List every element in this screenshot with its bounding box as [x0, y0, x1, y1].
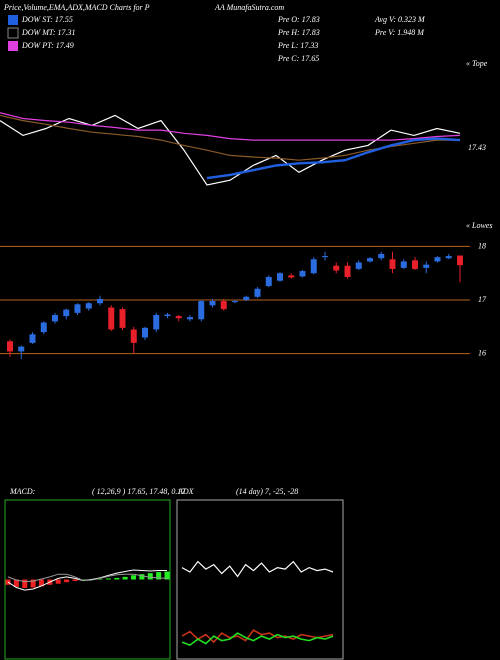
histogram-bar [105, 578, 111, 580]
candle-body [333, 265, 340, 271]
candle-body [40, 322, 47, 333]
line-series [181, 629, 334, 644]
candle-body [423, 264, 430, 268]
histogram-bar [97, 578, 103, 580]
candle-body [378, 253, 385, 259]
stat: Pre O: 17.83 [277, 15, 320, 24]
candle-body [175, 316, 182, 319]
candle-body [434, 257, 441, 262]
line-series [7, 573, 168, 583]
stat: Avg V: 0.323 M [374, 15, 426, 24]
candle-body [198, 301, 205, 320]
candle-body [153, 315, 160, 330]
histogram-bar [139, 574, 145, 580]
end-value-label: 17.43 [468, 143, 486, 152]
histogram-bar [55, 579, 61, 584]
y-tick-label: 16 [478, 348, 486, 357]
y-tick-label: 17 [478, 295, 487, 304]
candle-body [400, 261, 407, 268]
panel-subtitle: ( 12,26,9 ) 17.65, 17.48, 0.17 [92, 487, 186, 496]
stat: Pre H: 17.83 [277, 28, 320, 37]
panel-title: MACD: [9, 487, 36, 496]
panel-title: ADX [177, 487, 195, 496]
histogram-bar [131, 575, 137, 580]
stat: Pre C: 17.65 [277, 54, 319, 63]
histogram-bar [114, 577, 120, 580]
candle-body [220, 301, 227, 310]
candle-body [457, 255, 463, 266]
candle-body [310, 259, 317, 274]
candle-body [52, 315, 58, 322]
candle-body [254, 288, 261, 297]
candle-body [322, 256, 328, 258]
panel-note: « Lowes [466, 221, 492, 230]
line-series [0, 114, 461, 186]
candle-body [85, 303, 92, 309]
histogram-bar [156, 572, 162, 580]
candle-body [209, 301, 216, 306]
candle-body [299, 271, 306, 277]
candle-body [119, 309, 126, 328]
panel-frame [176, 499, 344, 660]
stat: Pre V: 1.948 M [374, 28, 425, 37]
candle-body [108, 307, 115, 330]
legend-swatch [7, 27, 19, 39]
line-series [181, 632, 334, 647]
line-series [0, 112, 461, 141]
site-name: AA MunafaSutra.com [214, 3, 284, 12]
candle-body [412, 260, 418, 269]
line-series [206, 137, 461, 180]
line-series [181, 560, 334, 578]
panel-frame [4, 499, 171, 660]
histogram-bar [164, 571, 170, 580]
legend-label: DOW MT: 17.31 [21, 28, 76, 37]
candle-body [63, 309, 70, 317]
stat: Pre L: 17.33 [277, 41, 318, 50]
histogram-bar [80, 579, 86, 580]
legend-label: DOW PT: 17.49 [21, 41, 74, 50]
candle-body [277, 273, 283, 281]
candle-body [344, 265, 351, 277]
y-tick-label: 18 [478, 241, 486, 250]
histogram-bar [30, 579, 36, 588]
candle-body [29, 334, 36, 343]
panel-note: « Tope [466, 59, 488, 68]
histogram-bar [147, 573, 153, 580]
candle-body [142, 327, 148, 338]
candle-body [74, 304, 81, 313]
candle-body [265, 276, 272, 287]
candle-body [187, 317, 193, 320]
histogram-bar [72, 579, 78, 582]
histogram-bar [38, 579, 44, 587]
candle-body [367, 258, 373, 262]
page-title: Price,Volume,EMA,ADX,MACD Charts for P [3, 3, 150, 12]
legend-label: DOW ST: 17.55 [21, 15, 73, 24]
legend-swatch [8, 15, 18, 25]
candle-body [445, 256, 452, 259]
legend-swatch [8, 41, 18, 51]
histogram-bar [64, 579, 70, 583]
histogram-bar [13, 579, 19, 587]
candle-body [164, 314, 171, 317]
histogram-bar [22, 579, 28, 588]
candle-body [97, 298, 103, 304]
panel-subtitle: (14 day) 7, -25, -28 [236, 487, 298, 496]
candle-body [18, 346, 25, 352]
candle-body [130, 329, 137, 343]
candle-body [243, 296, 250, 300]
candle-body [288, 275, 295, 278]
histogram-bar [122, 576, 128, 580]
candle-body [232, 301, 238, 303]
candle-body [355, 262, 362, 269]
candle-body [7, 341, 13, 352]
candle-body [389, 259, 396, 269]
